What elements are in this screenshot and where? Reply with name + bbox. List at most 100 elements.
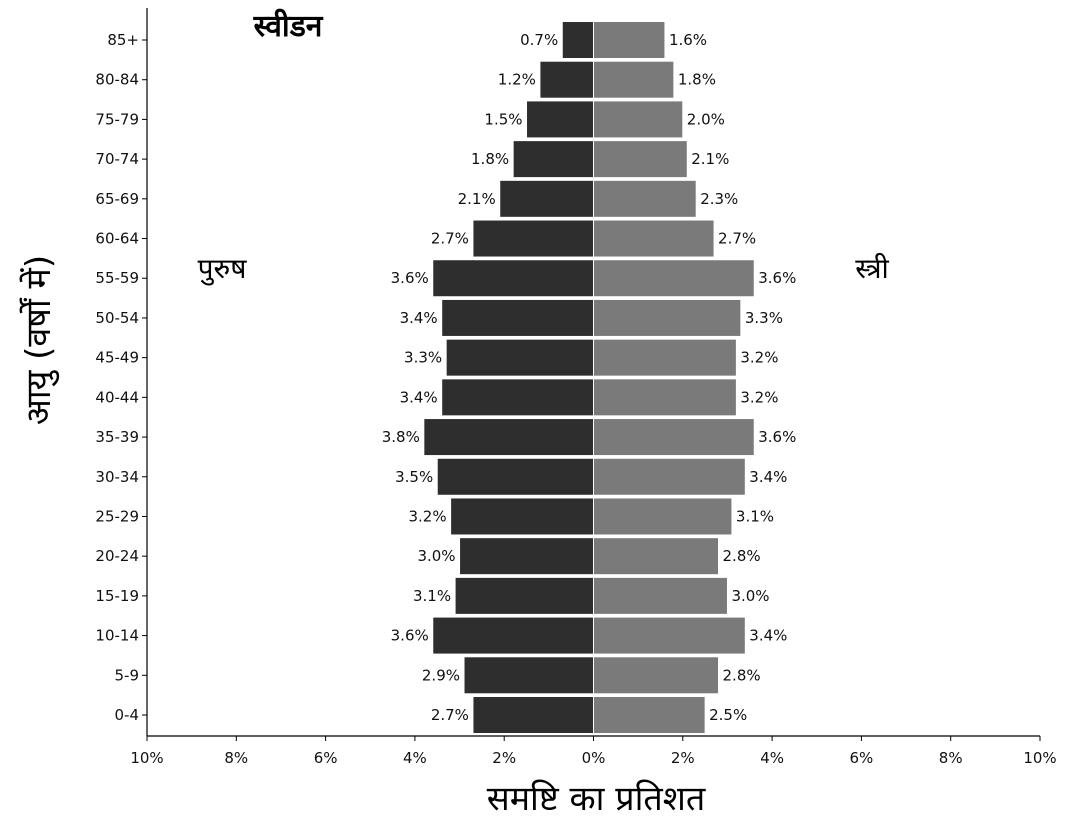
- y-tick-label: 65-69: [95, 190, 139, 208]
- chart-title: स्वीडन: [253, 8, 324, 44]
- male-bar-label: 3.4%: [400, 309, 438, 327]
- male-bar: [432, 259, 595, 298]
- female-bar-label: 2.1%: [691, 150, 729, 168]
- y-axis-title: आयु (वर्षों में): [19, 255, 60, 425]
- male-bar: [539, 60, 594, 99]
- male-bar-label: 3.6%: [391, 269, 429, 287]
- female-bar: [593, 140, 688, 179]
- female-bar: [593, 60, 675, 99]
- male-bar: [441, 298, 594, 337]
- male-bar-label: 3.0%: [417, 547, 455, 565]
- female-bar-label: 3.6%: [758, 428, 796, 446]
- male-bar: [463, 656, 595, 695]
- bars-layer: [423, 21, 755, 734]
- x-tick-label: 8%: [224, 749, 248, 767]
- male-bar: [454, 576, 594, 615]
- x-tick-label: 2%: [492, 749, 516, 767]
- female-bar: [593, 616, 746, 655]
- y-tick-label: 15-19: [95, 587, 139, 605]
- male-bar: [450, 497, 594, 536]
- female-bar-label: 2.7%: [718, 230, 756, 248]
- x-tick-label: 6%: [850, 749, 874, 767]
- x-tick-label: 10%: [1023, 749, 1056, 767]
- male-bar-label: 1.5%: [484, 110, 522, 128]
- y-tick-label: 5-9: [115, 666, 140, 684]
- female-bar: [593, 696, 706, 734]
- female-bar-label: 3.6%: [758, 269, 796, 287]
- y-tick-label: 40-44: [95, 388, 139, 406]
- female-bar: [593, 338, 737, 377]
- female-bar-label: 3.2%: [740, 388, 778, 406]
- male-bar: [472, 696, 595, 734]
- female-bar: [593, 457, 746, 496]
- female-bar: [593, 298, 742, 337]
- female-bar-label: 3.2%: [740, 349, 778, 367]
- male-bar-label: 3.8%: [382, 428, 420, 446]
- male-bar-label: 3.1%: [413, 587, 451, 605]
- x-tick-label: 4%: [403, 749, 427, 767]
- male-bar: [526, 100, 595, 139]
- y-tick-label: 75-79: [95, 110, 139, 128]
- male-bar: [472, 219, 595, 258]
- female-bar: [593, 21, 666, 59]
- x-axis-title: समष्टि का प्रतिशत: [487, 779, 706, 819]
- female-bar-label: 1.8%: [678, 71, 716, 89]
- x-tick-label: 4%: [760, 749, 784, 767]
- male-bar-label: 1.8%: [471, 150, 509, 168]
- female-bar: [593, 100, 684, 139]
- y-tick-label: 25-29: [95, 507, 139, 525]
- male-side-label: पुरुष: [198, 252, 248, 286]
- female-bar: [593, 219, 715, 258]
- male-bar-label: 3.2%: [409, 507, 447, 525]
- female-bar-label: 2.5%: [709, 706, 747, 724]
- male-bar-label: 2.7%: [431, 230, 469, 248]
- x-tick-label: 6%: [314, 749, 338, 767]
- x-tick-label: 0%: [582, 749, 606, 767]
- axes-layer: 0-4 5-9 10-14 15-19 20-24 25-29 30-34 35-39 40-4…: [95, 8, 1057, 767]
- male-bar: [441, 378, 594, 417]
- male-bar: [436, 457, 594, 496]
- female-bar-label: 3.4%: [749, 627, 787, 645]
- y-tick-label: 30-34: [95, 468, 139, 486]
- female-bar: [593, 537, 720, 576]
- y-tick-label: 85+: [107, 31, 139, 49]
- female-bar: [593, 576, 728, 615]
- y-tick-label: 45-49: [95, 349, 139, 367]
- male-bar: [512, 140, 595, 179]
- male-bar-label: 3.3%: [404, 349, 442, 367]
- male-bar-label: 1.2%: [498, 71, 536, 89]
- male-bar: [459, 537, 594, 576]
- male-bar-label: 2.1%: [458, 190, 496, 208]
- female-bar-label: 2.8%: [723, 547, 761, 565]
- y-tick-label: 50-54: [95, 309, 139, 327]
- female-side-label: स्त्री: [855, 252, 889, 285]
- female-bar-label: 3.0%: [731, 587, 769, 605]
- y-tick-label: 10-14: [95, 627, 139, 645]
- female-bar: [593, 656, 720, 695]
- y-tick-label: 60-64: [95, 230, 139, 248]
- y-tick-label: 80-84: [95, 71, 139, 89]
- female-bar: [593, 259, 755, 298]
- y-tick-label: 35-39: [95, 428, 139, 446]
- female-bar-label: 3.1%: [736, 507, 774, 525]
- male-bar-label: 3.6%: [391, 627, 429, 645]
- female-bar-label: 2.0%: [687, 110, 725, 128]
- y-tick-label: 55-59: [95, 269, 139, 287]
- x-tick-label: 2%: [671, 749, 695, 767]
- male-bar-label: 2.9%: [422, 666, 460, 684]
- bar-labels-layer: 2.7% 2.5% 2.9% 2.8% 3.6% 3.4% 3.1% 3.0% 3.0% 2.8%…: [382, 31, 797, 724]
- female-bar: [593, 418, 755, 457]
- y-tick-label: 0-4: [115, 706, 140, 724]
- female-bar: [593, 179, 697, 218]
- male-bar-label: 0.7%: [520, 31, 558, 49]
- female-bar: [593, 378, 737, 417]
- x-tick-label: 10%: [130, 749, 163, 767]
- female-bar-label: 3.4%: [749, 468, 787, 486]
- female-bar-label: 2.3%: [700, 190, 738, 208]
- female-bar: [593, 497, 733, 536]
- x-tick-label: 8%: [939, 749, 963, 767]
- male-bar: [445, 338, 594, 377]
- female-bar-label: 3.3%: [745, 309, 783, 327]
- female-bar-label: 2.8%: [723, 666, 761, 684]
